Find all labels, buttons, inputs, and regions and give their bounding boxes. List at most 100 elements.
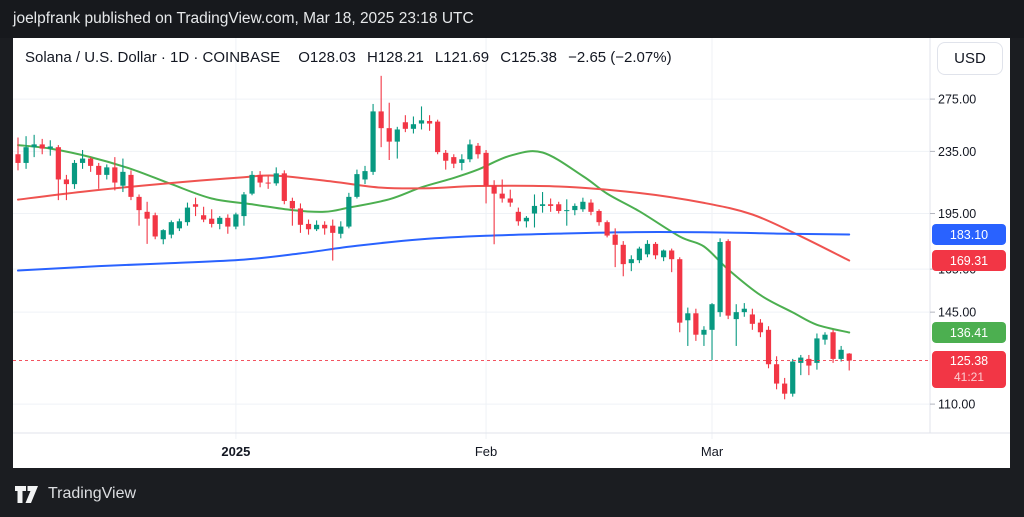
candle-body — [96, 165, 102, 175]
candle-body — [201, 215, 207, 220]
price-badges: 183.10 169.31 136.41 125.38 41:21 — [932, 223, 1006, 389]
candle-body — [515, 211, 521, 222]
candle-body — [620, 244, 626, 265]
candle-body — [782, 383, 788, 394]
candle-body — [612, 234, 618, 245]
candle-body — [168, 222, 174, 235]
symbol-title: Solana / U.S. Dollar · 1D · COINBASE — [25, 49, 281, 66]
candle-body — [459, 159, 465, 163]
candle-body — [362, 171, 368, 180]
candle-body — [596, 210, 602, 223]
ma-lines — [17, 144, 851, 334]
change-value: −2.65 (−2.07%) — [568, 49, 672, 66]
candle-body — [63, 179, 70, 185]
candle-body — [451, 157, 457, 164]
candle-body — [55, 147, 61, 180]
candle-body — [572, 205, 578, 211]
candle-body — [644, 243, 651, 255]
y-axis-label: 195.00 — [938, 207, 976, 221]
x-axis-label: Mar — [701, 444, 724, 459]
y-axis-label: 275.00 — [938, 93, 976, 107]
candle-body — [330, 225, 336, 233]
grid — [13, 38, 930, 439]
bar-countdown: 41:21 — [954, 370, 984, 384]
candle-body — [233, 214, 239, 227]
svg-text:183.10: 183.10 — [950, 228, 988, 242]
candle-body — [685, 313, 691, 321]
candle-body — [184, 207, 191, 223]
ohlc-open: O128.03 — [298, 49, 356, 66]
candle-body — [491, 185, 497, 194]
candle-body — [669, 250, 675, 260]
candlestick-series — [15, 75, 852, 400]
candle-body — [112, 167, 118, 183]
candle-body — [322, 224, 328, 229]
tradingview-attribution[interactable]: TradingView — [14, 481, 136, 507]
candle-body — [709, 304, 715, 330]
candle-body — [120, 171, 126, 186]
candle-body — [467, 144, 473, 160]
candle-body — [475, 145, 481, 155]
candle-body — [160, 230, 166, 240]
candle-body — [733, 312, 739, 320]
candle-body — [806, 358, 812, 366]
y-axis-label: 235.00 — [938, 145, 976, 159]
candle-body — [305, 223, 312, 230]
candle-body — [765, 329, 772, 365]
x-axis-label: 2025 — [221, 444, 250, 459]
candle-body — [15, 154, 21, 163]
candle-body — [814, 338, 820, 363]
candle-body — [144, 211, 150, 219]
candle-body — [790, 361, 796, 394]
candle-body — [822, 334, 828, 340]
candle-body — [435, 121, 441, 153]
candle-body — [23, 147, 29, 163]
currency-toggle-button[interactable]: USD — [937, 42, 1003, 75]
candle-body — [773, 364, 780, 384]
candle-body — [725, 241, 731, 316]
time-axis[interactable]: 2025 Feb Mar — [221, 444, 723, 459]
svg-text:169.31: 169.31 — [950, 254, 988, 268]
candle-body — [136, 196, 142, 211]
candle-body — [838, 349, 844, 359]
candle-body — [354, 174, 360, 197]
candle-body — [47, 146, 53, 149]
publish-banner: joelpfrank published on TradingView.com,… — [0, 0, 1024, 38]
candle-body — [717, 242, 723, 313]
candle-body — [426, 120, 433, 124]
candle-body — [209, 218, 215, 224]
candle-body — [386, 128, 392, 142]
candle-body — [39, 144, 45, 149]
candle-body — [346, 196, 352, 227]
tradingview-logo-text: TradingView — [48, 485, 137, 502]
candle-body — [636, 248, 642, 261]
candle-body — [289, 200, 295, 209]
candle-body — [410, 124, 417, 129]
candle-body — [249, 174, 255, 194]
ma-blue-value-badge: 183.10 — [932, 223, 1006, 245]
candle-body — [402, 122, 408, 129]
last-price-badge: 125.38 41:21 — [932, 351, 1006, 389]
svg-text:125.38: 125.38 — [950, 354, 988, 368]
chart-panel[interactable] — [13, 38, 1010, 468]
candle-body — [88, 158, 94, 166]
candle-body — [297, 208, 304, 225]
candle-body — [79, 158, 86, 163]
candle-body — [31, 144, 37, 148]
ohlc-close: C125.38 — [500, 49, 557, 66]
candle-body — [176, 221, 182, 229]
ohlc-high: H128.21 — [366, 49, 424, 66]
candle-body — [564, 210, 570, 212]
candle-body — [539, 204, 546, 206]
ohlc-low: L121.69 — [434, 49, 490, 66]
candle-body — [652, 243, 659, 256]
candle-body — [749, 314, 755, 324]
candle-body — [394, 129, 400, 142]
candle-body — [830, 332, 836, 359]
candle-body — [443, 152, 449, 161]
x-axis-label: Feb — [475, 444, 497, 459]
candle-body — [628, 259, 634, 264]
candle-body — [523, 217, 530, 222]
